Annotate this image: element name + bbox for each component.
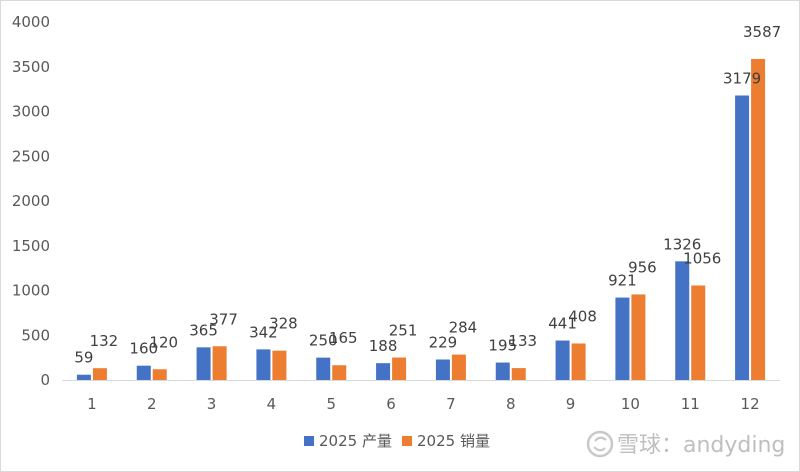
y-tick-label: 2500 [12,147,50,165]
data-label-series-1: 1326 [663,235,701,253]
x-tick-label: 12 [741,395,760,413]
legend: 2025 产量 2025 销量 [304,432,490,450]
data-label-series-2: 328 [269,315,298,333]
y-tick-label: 0 [40,371,50,389]
data-label-series-2: 133 [508,332,537,350]
data-label-series-1: 195 [488,337,517,355]
data-label-series-2: 956 [628,258,657,276]
bar-series-2 [631,294,646,380]
x-tick-label: 7 [446,395,456,413]
y-axis: 0 500 1000 1500 2000 2500 3000 3500 4000 [12,13,50,389]
bar-series-1 [196,347,211,380]
watermark-text: 雪球：andyding [617,433,785,458]
x-tick-label: 3 [207,395,217,413]
bar-series-2 [92,368,107,380]
data-label-series-2: 251 [389,322,418,340]
data-label-series-2: 165 [329,329,358,347]
x-tick-label: 5 [326,395,336,413]
data-label-series-1: 365 [189,321,218,339]
data-label-series-2: 1056 [683,249,721,267]
y-tick-label: 4000 [12,13,50,31]
data-label-series-2: 377 [209,310,238,328]
bar-series-2 [392,357,407,380]
x-axis: 1 2 3 4 5 6 7 8 9 10 11 12 [62,380,780,413]
bar-series-2 [751,58,766,380]
y-tick-label: 1500 [12,237,50,255]
bar-series-2 [451,354,466,380]
x-tick-label: 10 [621,395,640,413]
bars [76,58,766,381]
data-label-series-2: 120 [149,333,178,351]
data-label-series-1: 441 [548,315,577,333]
y-tick-label: 3500 [12,58,50,76]
bar-series-1 [376,363,391,380]
y-tick-label: 500 [21,326,50,344]
x-tick-label: 11 [681,395,700,413]
xueqiu-snowball-icon [586,430,614,458]
data-label-series-2: 408 [568,307,597,325]
bar-series-1 [316,357,331,380]
bar-series-1 [555,340,570,380]
x-tick-label: 8 [506,395,516,413]
bar-series-2 [332,365,347,380]
data-label-series-2: 3587 [743,23,781,41]
data-label-series-1: 342 [249,323,278,341]
legend-label-2: 2025 销量 [417,432,490,450]
x-tick-label: 2 [147,395,157,413]
legend-swatch-2 [402,436,412,446]
watermark: 雪球：andyding [586,430,785,458]
bar-series-2 [212,346,227,380]
x-tick-label: 1 [87,395,97,413]
bar-series-1 [435,359,450,380]
data-label-series-1: 229 [429,334,458,352]
bar-series-2 [152,369,167,380]
bar-series-2 [571,343,586,380]
data-label-series-1: 250 [309,332,338,350]
data-label-series-2: 284 [449,319,478,337]
bar-series-1 [256,349,271,380]
x-tick-label: 4 [267,395,277,413]
data-label-series-2: 132 [90,332,119,350]
data-label-series-1: 921 [608,272,637,290]
data-label-series-1: 59 [74,349,93,367]
y-tick-label: 2000 [12,192,50,210]
bar-series-1 [735,95,750,381]
y-tick-label: 1000 [12,282,50,300]
bar-series-1 [675,261,690,380]
x-tick-label: 9 [566,395,576,413]
bar-series-1 [76,374,91,380]
y-tick-label: 3000 [12,103,50,121]
data-label-series-1: 160 [129,340,158,358]
bar-series-2 [691,285,706,380]
legend-label-1: 2025 产量 [319,432,392,450]
x-tick-label: 6 [386,395,396,413]
legend-swatch-1 [304,436,314,446]
bar-series-1 [136,365,151,380]
bar-series-1 [495,362,510,380]
data-label-series-1: 188 [369,337,398,355]
data-label-series-1: 3179 [723,69,761,87]
bar-series-1 [615,297,630,380]
bar-series-2 [511,368,526,380]
bar-series-2 [272,350,287,380]
